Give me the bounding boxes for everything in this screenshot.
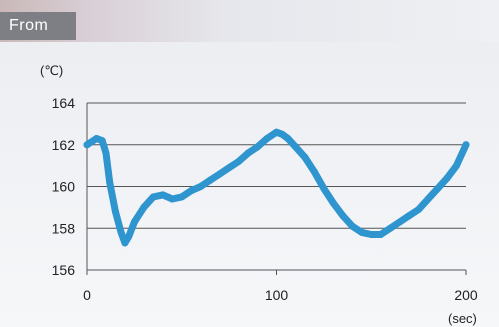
data-point (443, 174, 451, 182)
from-tab[interactable]: From (0, 12, 76, 40)
data-point (130, 218, 138, 226)
data-point (83, 141, 91, 149)
y-tick-label: 158 (52, 220, 76, 236)
data-point (453, 162, 461, 170)
data-point (291, 143, 299, 151)
data-point (244, 149, 252, 157)
data-point (424, 195, 432, 203)
data-point (284, 134, 292, 142)
data-point (168, 195, 176, 203)
data-point (263, 134, 271, 142)
data-point (396, 218, 404, 226)
data-point (92, 134, 100, 142)
data-point (339, 212, 347, 220)
data-point (278, 130, 286, 138)
data-point (405, 212, 413, 220)
data-point (254, 143, 262, 151)
tick-labels: 156 158 160 162 164 0 100 200 (52, 95, 478, 303)
data-point (197, 183, 205, 190)
x-tick-label: 100 (265, 287, 289, 303)
y-tick-label: 156 (52, 262, 76, 278)
header-band (0, 0, 499, 42)
data-point (235, 157, 243, 165)
data-point (111, 208, 119, 216)
data-point (225, 164, 233, 172)
series-layer (83, 128, 470, 247)
data-point (187, 187, 195, 195)
temperature-series-line (83, 128, 470, 247)
x-tick-label: 200 (454, 287, 478, 303)
data-point (386, 224, 394, 232)
data-point (273, 128, 280, 136)
data-point (329, 199, 337, 207)
data-point (98, 137, 106, 145)
data-point (106, 178, 114, 186)
data-point (121, 239, 129, 247)
data-point (301, 153, 309, 161)
data-point (125, 233, 133, 241)
data-point (310, 168, 318, 176)
data-point (434, 185, 442, 193)
data-point (102, 149, 110, 157)
y-tick-label: 164 (52, 95, 76, 111)
data-point (159, 191, 167, 199)
data-point (149, 193, 157, 201)
data-point (462, 141, 470, 149)
data-point (377, 231, 385, 239)
data-point (178, 193, 186, 201)
y-axis-unit: (℃) (40, 63, 63, 78)
data-point (320, 185, 328, 193)
chart-panel (0, 42, 499, 327)
data-point (367, 231, 375, 239)
y-tick-label: 162 (52, 137, 76, 153)
data-point (206, 176, 214, 184)
data-point (140, 203, 148, 211)
data-point (358, 228, 366, 236)
data-point (415, 205, 423, 213)
grid-lines (86, 102, 467, 275)
x-tick-label: 0 (83, 287, 91, 303)
data-point (216, 170, 224, 178)
x-axis-unit: (sec) (448, 311, 477, 326)
data-point (117, 228, 125, 236)
y-tick-label: 160 (52, 179, 76, 195)
data-point (348, 222, 356, 230)
